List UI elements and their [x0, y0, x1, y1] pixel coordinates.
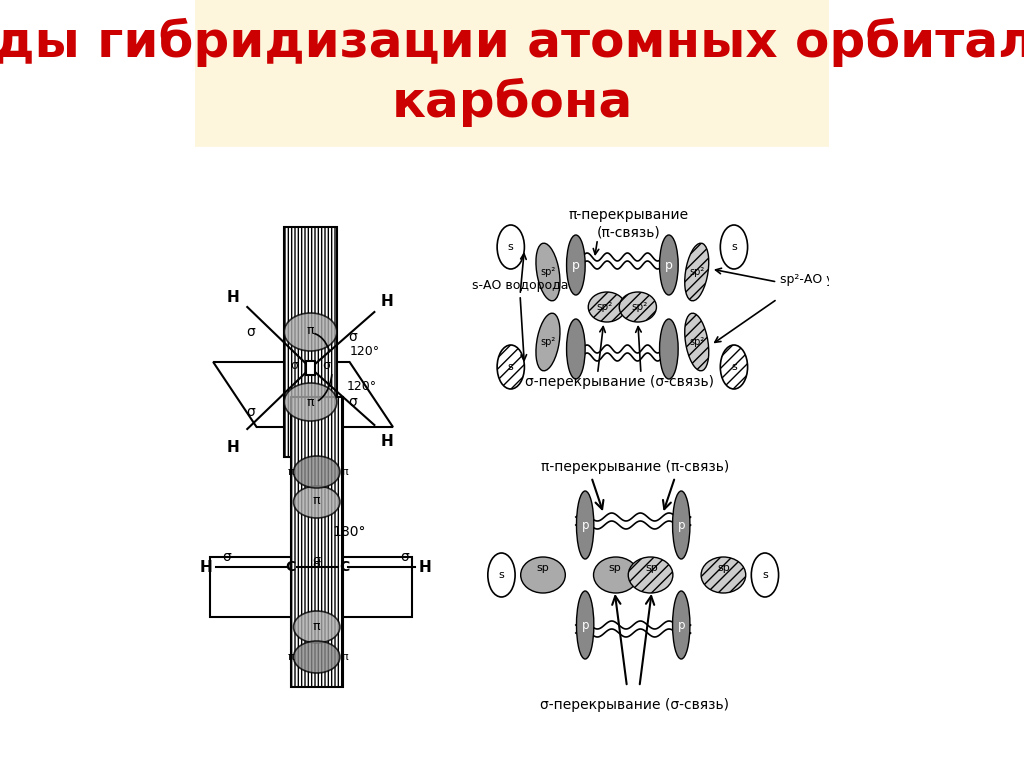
Text: σ: σ — [399, 550, 409, 564]
Text: π: π — [307, 396, 314, 409]
Text: π: π — [341, 467, 348, 477]
Text: s: s — [508, 242, 514, 252]
Text: H: H — [226, 439, 240, 455]
Ellipse shape — [577, 491, 594, 559]
Ellipse shape — [577, 591, 594, 659]
Text: σ: σ — [290, 358, 298, 371]
Text: sp²: sp² — [632, 302, 648, 312]
Circle shape — [487, 553, 515, 597]
Polygon shape — [213, 362, 393, 427]
Bar — [195, 0, 829, 147]
Text: s-АО водорода: s-АО водорода — [472, 278, 568, 291]
Text: H: H — [419, 559, 431, 574]
Text: H: H — [200, 559, 212, 574]
Ellipse shape — [673, 591, 690, 659]
Circle shape — [497, 345, 524, 389]
Ellipse shape — [594, 557, 638, 593]
Ellipse shape — [629, 557, 673, 593]
Text: s: s — [731, 362, 737, 372]
Text: σ: σ — [348, 395, 357, 409]
Text: sp²: sp² — [541, 337, 556, 347]
Bar — [306, 361, 314, 375]
Text: s: s — [731, 242, 737, 252]
Text: p: p — [678, 618, 685, 631]
Ellipse shape — [294, 456, 340, 488]
Ellipse shape — [659, 235, 678, 295]
Text: s: s — [499, 570, 505, 580]
Ellipse shape — [536, 313, 560, 370]
Text: sp²-АО углерода: sp²-АО углерода — [780, 272, 889, 285]
Text: (π-связь): (π-связь) — [597, 225, 660, 239]
Ellipse shape — [588, 292, 626, 322]
Ellipse shape — [285, 313, 337, 351]
Bar — [285, 227, 337, 457]
Text: s: s — [508, 362, 514, 372]
Text: σ: σ — [312, 554, 321, 567]
Text: C: C — [340, 560, 350, 574]
Ellipse shape — [294, 486, 340, 518]
Text: σ-перекрывание (σ-связь): σ-перекрывание (σ-связь) — [524, 375, 714, 389]
Text: sp: sp — [608, 563, 621, 573]
Ellipse shape — [701, 557, 745, 593]
Text: π: π — [288, 652, 294, 662]
Ellipse shape — [294, 611, 340, 643]
Text: sp²: sp² — [689, 267, 705, 277]
Text: p: p — [678, 518, 685, 532]
Text: σ: σ — [348, 330, 357, 344]
Circle shape — [752, 553, 778, 597]
Text: σ: σ — [246, 405, 255, 419]
Ellipse shape — [620, 292, 656, 322]
Text: s: s — [762, 570, 768, 580]
Text: 120°: 120° — [350, 345, 380, 358]
Text: 180°: 180° — [333, 525, 367, 539]
Ellipse shape — [285, 383, 337, 421]
Text: H: H — [226, 289, 240, 304]
Circle shape — [497, 225, 524, 269]
Text: σ-перекрывание (σ-связь): σ-перекрывание (σ-связь) — [541, 698, 729, 712]
Text: π: π — [288, 467, 294, 477]
Text: σ: σ — [312, 558, 321, 571]
Ellipse shape — [536, 243, 560, 301]
Text: p: p — [572, 258, 580, 272]
Ellipse shape — [566, 319, 585, 379]
Text: C: C — [286, 560, 296, 574]
Ellipse shape — [673, 491, 690, 559]
Ellipse shape — [685, 243, 709, 301]
Text: sp: sp — [645, 563, 658, 573]
Text: π: π — [341, 652, 348, 662]
Text: sp: sp — [717, 563, 730, 573]
Text: σ: σ — [246, 325, 255, 339]
Text: σ: σ — [322, 358, 330, 371]
Ellipse shape — [566, 235, 585, 295]
Text: sp: sp — [537, 563, 549, 573]
Text: Виды гибридизации атомных орбиталей: Виды гибридизации атомных орбиталей — [0, 18, 1024, 67]
Circle shape — [720, 345, 748, 389]
Text: карбона: карбона — [391, 77, 633, 127]
Text: π: π — [313, 621, 321, 634]
Polygon shape — [210, 557, 412, 617]
Text: π: π — [313, 493, 321, 506]
Bar — [195, 147, 829, 767]
Text: π: π — [307, 324, 314, 337]
Circle shape — [720, 225, 748, 269]
Ellipse shape — [659, 319, 678, 379]
Text: H: H — [380, 434, 393, 449]
Text: p: p — [582, 518, 589, 532]
Text: sp²: sp² — [541, 267, 556, 277]
Text: π-перекрывание (π-связь): π-перекрывание (π-связь) — [541, 460, 729, 474]
Bar — [291, 397, 343, 687]
Text: H: H — [380, 295, 393, 310]
Text: p: p — [665, 258, 673, 272]
Text: σ: σ — [222, 550, 231, 564]
Ellipse shape — [520, 557, 565, 593]
Ellipse shape — [685, 313, 709, 370]
Text: p: p — [582, 618, 589, 631]
Text: sp²: sp² — [597, 302, 613, 312]
Text: π-перекрывание: π-перекрывание — [568, 208, 688, 222]
Ellipse shape — [294, 641, 340, 673]
Text: 120°: 120° — [347, 380, 377, 393]
Text: sp²: sp² — [689, 337, 705, 347]
